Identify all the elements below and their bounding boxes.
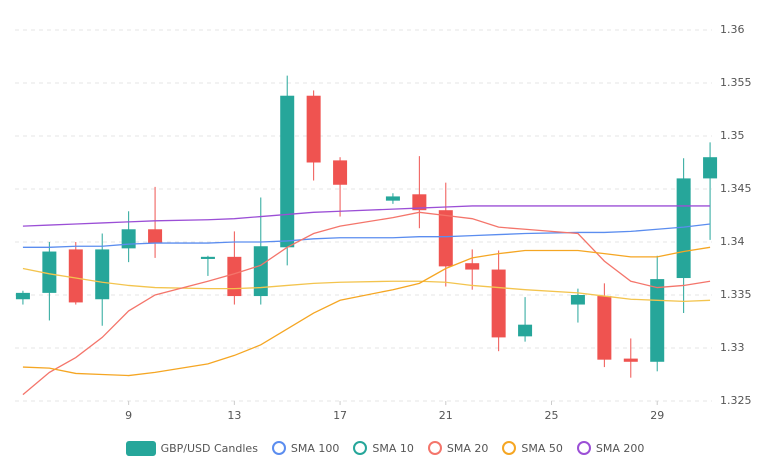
x-tick-label: 21 bbox=[439, 409, 453, 422]
legend-marker bbox=[576, 441, 591, 455]
y-tick-label: 1.33 bbox=[720, 341, 745, 354]
legend-marker bbox=[353, 441, 368, 455]
legend-item[interactable]: SMA 20 bbox=[427, 441, 489, 455]
y-tick-label: 1.355 bbox=[720, 76, 752, 89]
candle-body bbox=[121, 229, 136, 249]
candle-body bbox=[570, 295, 585, 305]
legend-item[interactable]: SMA 200 bbox=[576, 441, 645, 455]
y-tick-label: 1.35 bbox=[720, 129, 745, 142]
candle-body bbox=[15, 292, 30, 300]
x-tick-label: 29 bbox=[650, 409, 664, 422]
sma-line bbox=[22, 205, 711, 227]
candle-body bbox=[491, 269, 506, 338]
candle-body bbox=[385, 196, 400, 201]
x-tick-label: 13 bbox=[227, 409, 241, 422]
sma-line bbox=[22, 246, 711, 377]
candle-body bbox=[227, 256, 242, 297]
candle-body bbox=[95, 249, 110, 300]
legend-marker bbox=[427, 441, 442, 455]
legend-label: SMA 200 bbox=[595, 441, 645, 455]
candle-body bbox=[306, 95, 321, 163]
candle-body bbox=[703, 157, 718, 179]
candle-body bbox=[148, 229, 163, 244]
legend-item[interactable]: SMA 50 bbox=[502, 441, 563, 455]
legend-swatch bbox=[125, 440, 156, 456]
legend-label: SMA 100 bbox=[290, 441, 340, 455]
candle-body bbox=[465, 263, 480, 270]
candle-body bbox=[438, 210, 453, 267]
candle-body bbox=[518, 324, 533, 337]
legend-label: GBP/USD Candles bbox=[160, 441, 258, 455]
legend-item[interactable]: SMA 100 bbox=[271, 441, 340, 455]
candle-body bbox=[253, 246, 268, 297]
candle-body bbox=[676, 178, 691, 279]
sma-line bbox=[22, 267, 711, 303]
candle-body bbox=[333, 160, 348, 185]
legend-label: SMA 50 bbox=[521, 441, 563, 455]
candle-body bbox=[280, 95, 295, 248]
candle-body bbox=[412, 194, 427, 211]
y-tick-label: 1.345 bbox=[720, 182, 752, 195]
sma-line bbox=[22, 211, 711, 396]
x-tick-label: 17 bbox=[333, 409, 347, 422]
legend-item[interactable]: GBP/USD Candles bbox=[125, 440, 258, 456]
legend-item[interactable]: SMA 10 bbox=[353, 441, 414, 455]
chart: 1.325 1.33 1.335 1.34 1.345 1.35 1.355 1.36 9 13 1… bbox=[15, 23, 752, 422]
legend-marker bbox=[502, 441, 517, 455]
candle-body bbox=[623, 358, 638, 362]
y-tick-label: 1.325 bbox=[720, 394, 752, 407]
y-tick-label: 1.34 bbox=[720, 235, 745, 248]
x-tick-label: 25 bbox=[545, 409, 559, 422]
legend-marker bbox=[271, 441, 286, 455]
legend-label: SMA 10 bbox=[372, 441, 414, 455]
y-tick-label: 1.36 bbox=[720, 23, 745, 36]
candle-body bbox=[68, 249, 83, 303]
x-tick-label: 9 bbox=[125, 409, 132, 422]
candle-body bbox=[597, 296, 612, 360]
legend: GBP/USD Candles SMA 100 SMA 10 SMA 20 SMA 50… bbox=[0, 438, 770, 458]
sma-line bbox=[22, 223, 711, 248]
candle-body bbox=[42, 251, 57, 293]
y-tick-label: 1.335 bbox=[720, 288, 752, 301]
candle-body bbox=[650, 279, 665, 362]
candle-body bbox=[200, 256, 215, 259]
legend-label: SMA 20 bbox=[446, 441, 489, 455]
